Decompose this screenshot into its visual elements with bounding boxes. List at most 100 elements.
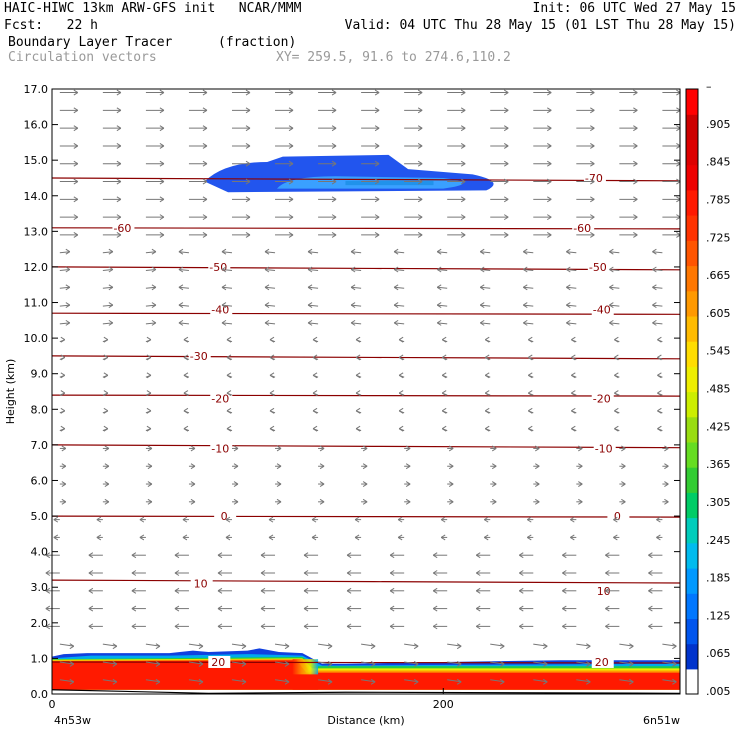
circulation-vector [576, 498, 583, 505]
circulation-vector [88, 587, 103, 594]
circulation-vector [102, 302, 114, 309]
circulation-vector [609, 319, 620, 326]
circulation-vector [145, 89, 165, 96]
circulation-vector [490, 214, 509, 221]
circulation-vector [275, 231, 294, 238]
y-tick-label: 14.0 [24, 190, 49, 203]
circulation-vector [490, 643, 505, 650]
colorbar-label: – [706, 80, 712, 93]
circulation-vector [662, 125, 681, 132]
circulation-vector [398, 390, 405, 396]
circulation-vector [59, 678, 75, 685]
circulation-vector [519, 552, 534, 559]
circulation-vector [576, 89, 595, 96]
colorbar-swatch [686, 643, 698, 670]
circulation-vector [657, 372, 663, 379]
circulation-vector [188, 445, 196, 452]
circulation-vector [350, 319, 362, 326]
colorbar-label: .305 [706, 496, 731, 509]
colorbar-label: .725 [706, 231, 731, 244]
circulation-vector [275, 445, 282, 452]
circulation-vector [312, 425, 319, 432]
colorbar-swatch [686, 366, 698, 393]
circulation-vector [59, 160, 79, 167]
circulation-vector [102, 390, 109, 396]
circulation-vector [533, 678, 548, 685]
isotherm-line [51, 266, 681, 271]
circulation-vector [389, 605, 405, 612]
colorbar-swatch [686, 618, 698, 645]
circulation-vector [404, 196, 423, 203]
circulation-vector [533, 498, 540, 505]
isotherm-label: 10 [194, 578, 208, 591]
circulation-vector [275, 125, 294, 132]
circulation-vector [355, 407, 362, 414]
circulation-vector [231, 445, 239, 452]
circulation-vector [188, 481, 196, 487]
circulation-vector [533, 178, 552, 185]
circulation-vector [226, 336, 233, 343]
colorbar-swatch [686, 315, 698, 342]
circulation-vector [404, 678, 419, 685]
circulation-vector [59, 390, 66, 396]
circulation-vector [662, 178, 681, 185]
circulation-vector [102, 231, 122, 238]
circulation-vector [609, 302, 620, 309]
circulation-vector [619, 214, 638, 221]
isotherm-label-bg [607, 510, 630, 523]
circulation-vector [440, 534, 448, 541]
colorbar-label: .485 [706, 383, 731, 396]
circulation-vector [570, 516, 577, 523]
circulation-vector [562, 552, 577, 559]
colorbar-label: .185 [706, 572, 731, 585]
colorbar-swatch [686, 215, 698, 241]
circulation-vector [490, 463, 497, 470]
circulation-vector [188, 678, 204, 685]
circulation-vector [576, 445, 583, 452]
circulation-vector [441, 425, 448, 432]
circulation-vector [475, 570, 491, 576]
circulation-vector [350, 284, 362, 291]
circulation-vector [404, 178, 423, 185]
y-tick-label: 1.0 [31, 652, 49, 665]
circulation-vector [447, 178, 466, 185]
circulation-vector [264, 284, 276, 291]
circulation-vector [404, 89, 423, 96]
circulation-vector [619, 643, 634, 650]
colorbar-swatch [686, 568, 698, 594]
colorbar-label: .665 [706, 269, 731, 282]
circulation-vector [346, 587, 362, 594]
isotherm-label-bg [210, 392, 233, 405]
circulation-vector [174, 552, 189, 559]
circulation-vector [619, 160, 638, 167]
isotherm-label-bg [591, 392, 614, 405]
circulation-vector [490, 678, 505, 685]
colorbar-label: .065 [706, 647, 731, 660]
circulation-vector [145, 302, 157, 309]
circulation-vector [145, 643, 161, 650]
circulation-vector [404, 214, 423, 221]
circulation-vector [346, 552, 362, 559]
circulation-vector [183, 425, 190, 432]
circulation-vector [447, 196, 466, 203]
tracer-fill-layer [51, 154, 681, 694]
circulation-vector [231, 214, 251, 221]
axes: 0.0 1.0 2.0 3.0 4.0 5.0 6.0 7.0 8.0 9.0 10.0 11.0 12… [4, 83, 681, 727]
circulation-vector [361, 498, 368, 505]
circulation-vector [533, 643, 548, 650]
circulation-vector [318, 107, 337, 114]
circulation-vector [303, 587, 319, 594]
circulation-vector [231, 498, 239, 505]
circulation-vector [389, 587, 405, 594]
circulation-vector [619, 678, 634, 685]
circulation-vector [605, 570, 620, 576]
tracer-transition-zone [292, 659, 319, 675]
circulation-vector [441, 336, 448, 343]
circulation-vector [231, 89, 251, 96]
field-title: Boundary Layer Tracer [8, 35, 173, 50]
circulation-vector [174, 605, 189, 612]
circulation-vector [648, 605, 663, 612]
circulation-vector [59, 231, 79, 238]
circulation-vector [145, 214, 165, 221]
isotherm-label: 10 [597, 585, 611, 598]
